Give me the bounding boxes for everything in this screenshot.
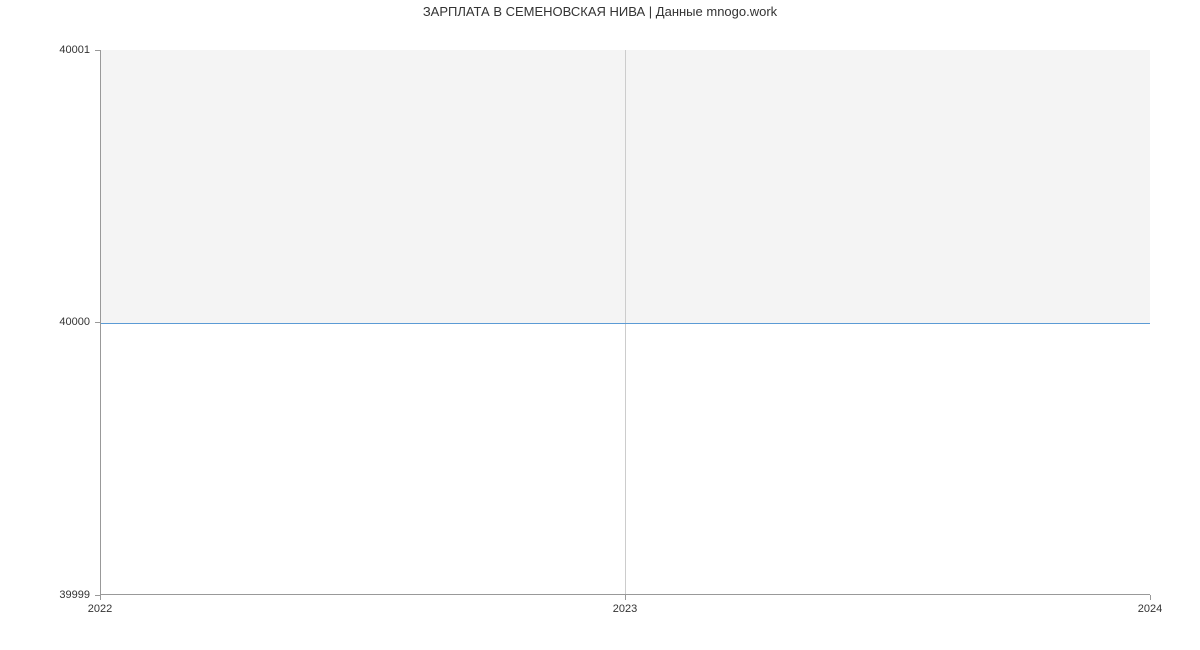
- chart-title: ЗАРПЛАТА В СЕМЕНОВСКАЯ НИВА | Данные mno…: [0, 4, 1200, 19]
- y-tick-label: 40001: [40, 44, 90, 56]
- x-tick-label: 2022: [88, 603, 112, 615]
- x-tick-label: 2024: [1138, 603, 1162, 615]
- series-line: [100, 323, 1150, 324]
- y-tick-label: 40000: [40, 316, 90, 328]
- x-tick-mark: [1150, 595, 1151, 600]
- y-axis-spine: [100, 50, 101, 595]
- salary-chart: ЗАРПЛАТА В СЕМЕНОВСКАЯ НИВА | Данные mno…: [0, 0, 1200, 650]
- y-tick-mark: [95, 322, 100, 323]
- x-tick-label: 2023: [613, 603, 637, 615]
- x-tick-mark: [625, 595, 626, 600]
- x-tick-mark: [100, 595, 101, 600]
- plot-area: [100, 50, 1150, 595]
- y-tick-label: 39999: [40, 589, 90, 601]
- y-tick-mark: [95, 50, 100, 51]
